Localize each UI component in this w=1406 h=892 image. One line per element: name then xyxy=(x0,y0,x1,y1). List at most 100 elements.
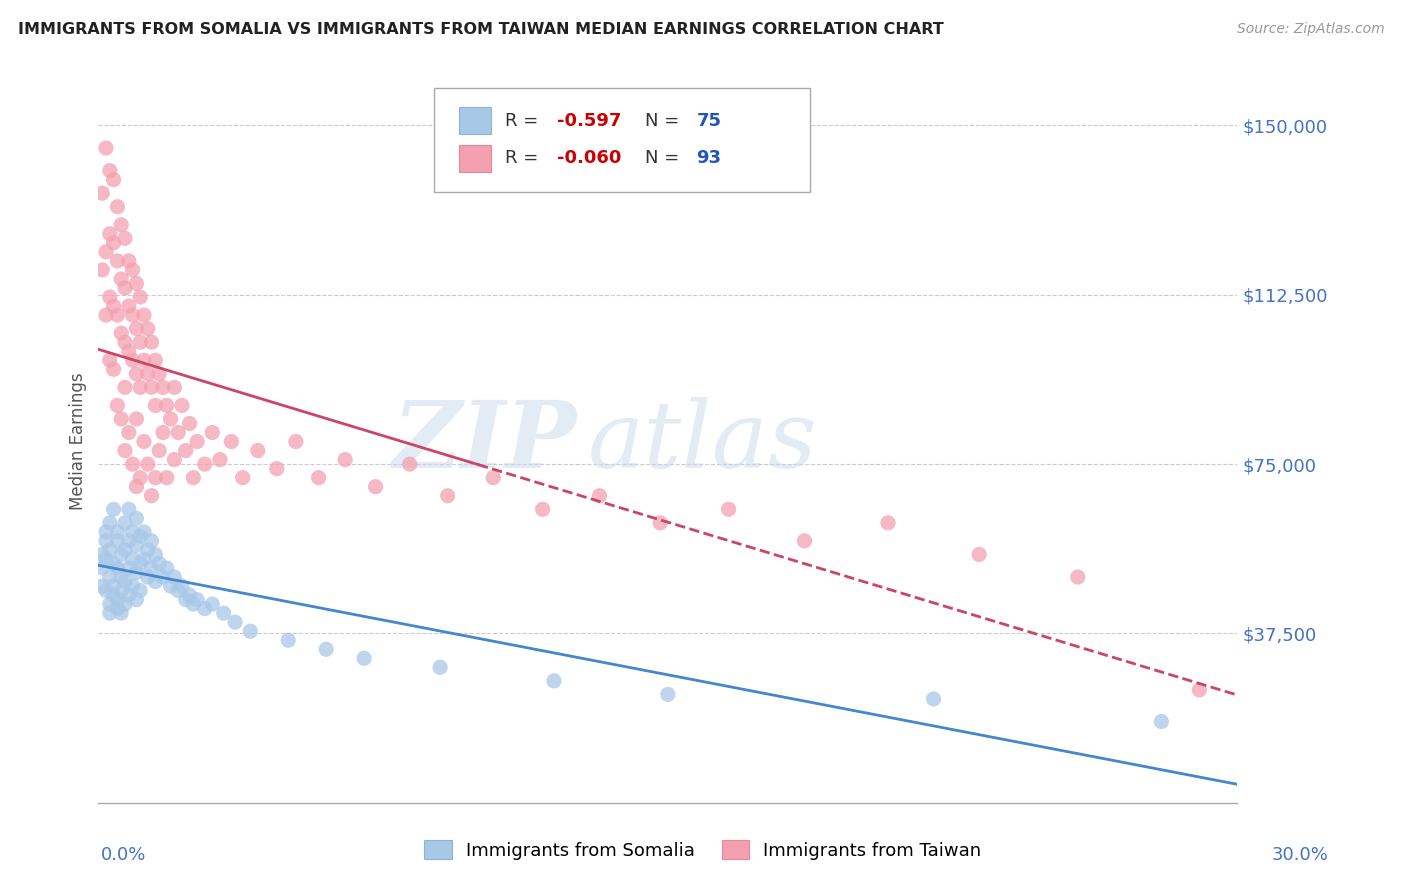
FancyBboxPatch shape xyxy=(460,145,491,172)
Point xyxy=(103,299,125,313)
Point xyxy=(110,606,132,620)
FancyBboxPatch shape xyxy=(434,87,810,193)
Point xyxy=(167,425,190,440)
Point xyxy=(110,326,132,340)
Point xyxy=(91,561,114,575)
Point xyxy=(103,557,125,571)
Point xyxy=(103,235,125,250)
Point xyxy=(152,570,174,584)
Point xyxy=(118,299,141,313)
Point xyxy=(201,597,224,611)
Point xyxy=(110,548,132,562)
Point xyxy=(107,524,129,539)
Point xyxy=(174,592,197,607)
Point xyxy=(186,434,208,449)
Point xyxy=(114,443,136,458)
Point xyxy=(103,588,125,602)
Point xyxy=(132,353,155,368)
Point xyxy=(98,597,121,611)
Point xyxy=(98,516,121,530)
Text: atlas: atlas xyxy=(588,397,818,486)
Point xyxy=(194,601,217,615)
Point xyxy=(717,502,740,516)
Point xyxy=(159,579,181,593)
Point xyxy=(114,231,136,245)
Point xyxy=(110,570,132,584)
Point xyxy=(657,687,679,701)
Point xyxy=(1067,570,1090,584)
Point xyxy=(136,542,159,557)
Point xyxy=(94,583,117,598)
Point xyxy=(114,380,136,394)
Point xyxy=(129,529,152,543)
Point xyxy=(118,561,141,575)
Point xyxy=(121,353,143,368)
Text: Source: ZipAtlas.com: Source: ZipAtlas.com xyxy=(1237,22,1385,37)
Point xyxy=(152,380,174,394)
Point xyxy=(118,253,141,268)
Point xyxy=(170,579,193,593)
Text: R =: R = xyxy=(505,112,544,129)
Point xyxy=(364,480,387,494)
Point xyxy=(110,272,132,286)
Point xyxy=(156,398,179,412)
Point xyxy=(145,353,167,368)
Point xyxy=(194,457,217,471)
Point xyxy=(132,434,155,449)
Point xyxy=(141,489,163,503)
Point xyxy=(212,606,235,620)
Text: R =: R = xyxy=(505,149,544,168)
Point xyxy=(98,353,121,368)
Point xyxy=(436,489,458,503)
Point xyxy=(91,263,114,277)
Point xyxy=(121,552,143,566)
Point xyxy=(145,548,167,562)
Point xyxy=(201,425,224,440)
Text: 30.0%: 30.0% xyxy=(1272,846,1329,863)
Point xyxy=(429,660,451,674)
Point xyxy=(107,253,129,268)
Point xyxy=(125,412,148,426)
Point xyxy=(121,579,143,593)
Point xyxy=(922,692,945,706)
Text: 75: 75 xyxy=(696,112,721,129)
Point xyxy=(266,461,288,475)
Point xyxy=(145,470,167,484)
Point xyxy=(118,344,141,359)
Point xyxy=(98,606,121,620)
Point xyxy=(114,574,136,589)
Point xyxy=(246,443,269,458)
Point xyxy=(94,533,117,548)
Point xyxy=(98,570,121,584)
Point xyxy=(114,542,136,557)
Point xyxy=(121,263,143,277)
Point xyxy=(114,597,136,611)
Text: IMMIGRANTS FROM SOMALIA VS IMMIGRANTS FROM TAIWAN MEDIAN EARNINGS CORRELATION CH: IMMIGRANTS FROM SOMALIA VS IMMIGRANTS FR… xyxy=(18,22,943,37)
Point xyxy=(152,425,174,440)
Point xyxy=(129,557,152,571)
Point xyxy=(163,452,186,467)
Point xyxy=(121,457,143,471)
Point xyxy=(398,457,420,471)
Point xyxy=(239,624,262,639)
Point xyxy=(94,244,117,259)
Text: 93: 93 xyxy=(696,149,721,168)
Text: N =: N = xyxy=(645,149,685,168)
Point xyxy=(482,470,505,484)
Point xyxy=(531,502,554,516)
Point xyxy=(208,452,231,467)
Point xyxy=(110,218,132,232)
Point xyxy=(132,524,155,539)
Point xyxy=(125,480,148,494)
Point xyxy=(148,557,170,571)
Text: -0.597: -0.597 xyxy=(557,112,621,129)
Point xyxy=(110,583,132,598)
Point xyxy=(107,601,129,615)
Point xyxy=(98,542,121,557)
Point xyxy=(967,548,990,562)
Point xyxy=(129,335,152,350)
Point xyxy=(114,335,136,350)
Point xyxy=(91,548,114,562)
Point xyxy=(91,186,114,201)
Point xyxy=(793,533,815,548)
